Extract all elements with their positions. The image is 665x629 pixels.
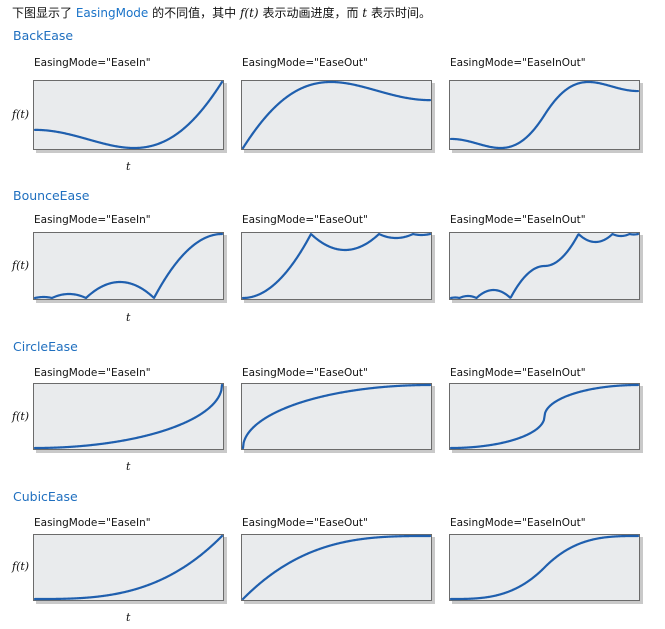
panel-label: EasingMode="EaseOut" bbox=[242, 367, 368, 379]
intro-t: t bbox=[362, 6, 368, 20]
easing-curve bbox=[449, 534, 640, 601]
intro-middle2: 表示动画进度，而 bbox=[262, 6, 359, 20]
panel-label: EasingMode="EaseIn" bbox=[34, 517, 151, 529]
easing-curve bbox=[241, 534, 432, 601]
easing-curve bbox=[449, 383, 640, 450]
easing-plot bbox=[449, 383, 643, 453]
easing-plot bbox=[449, 80, 643, 153]
panel-label: EasingMode="EaseIn" bbox=[34, 57, 151, 69]
intro-after: 表示时间。 bbox=[370, 6, 431, 20]
easing-curve bbox=[33, 534, 224, 601]
easing-curve bbox=[241, 232, 432, 300]
easing-curve bbox=[33, 80, 224, 150]
easing-curve bbox=[449, 80, 640, 150]
f-axis-label: f(t) bbox=[12, 560, 30, 573]
intro-text: 下图显示了 EasingMode 的不同值，其中 f(t) 表示动画进度，而 t… bbox=[12, 4, 431, 21]
intro-middle: 的不同值，其中 bbox=[152, 6, 237, 20]
section-title-circleease: CircleEase bbox=[13, 339, 78, 354]
easing-plot bbox=[33, 80, 227, 153]
f-axis-label: f(t) bbox=[12, 410, 30, 423]
panel-label: EasingMode="EaseIn" bbox=[34, 214, 151, 226]
easing-plot bbox=[241, 232, 435, 303]
easing-plot bbox=[33, 534, 227, 604]
f-axis-label: f(t) bbox=[12, 108, 30, 121]
panel-label: EasingMode="EaseOut" bbox=[242, 214, 368, 226]
easing-curve bbox=[241, 383, 432, 450]
easing-plot bbox=[33, 383, 227, 453]
easing-plot bbox=[33, 232, 227, 303]
plot-frame bbox=[241, 534, 432, 601]
t-axis-label: t bbox=[126, 160, 131, 173]
easing-plot bbox=[241, 534, 435, 604]
easing-curve bbox=[241, 80, 432, 150]
plot-frame bbox=[33, 80, 224, 150]
panel-label: EasingMode="EaseInOut" bbox=[450, 214, 586, 226]
intro-ft: f(t) bbox=[239, 6, 259, 20]
easing-plot bbox=[241, 383, 435, 453]
easing-plot bbox=[449, 534, 643, 604]
intro-before: 下图显示了 bbox=[12, 6, 73, 20]
t-axis-label: t bbox=[126, 460, 131, 473]
section-title-cubicease: CubicEase bbox=[13, 489, 78, 504]
panel-label: EasingMode="EaseInOut" bbox=[450, 517, 586, 529]
plot-frame bbox=[33, 534, 224, 601]
t-axis-label: t bbox=[126, 611, 131, 624]
plot-frame bbox=[33, 232, 224, 300]
t-axis-label: t bbox=[126, 311, 131, 324]
plot-frame bbox=[241, 80, 432, 150]
panel-label: EasingMode="EaseIn" bbox=[34, 367, 151, 379]
plot-frame bbox=[241, 232, 432, 300]
easingmode-link[interactable]: EasingMode bbox=[75, 6, 149, 20]
panel-label: EasingMode="EaseInOut" bbox=[450, 57, 586, 69]
easing-plot bbox=[241, 80, 435, 153]
easing-curve bbox=[449, 232, 640, 300]
panel-label: EasingMode="EaseOut" bbox=[242, 57, 368, 69]
easing-curve bbox=[33, 232, 224, 300]
section-title-backease: BackEase bbox=[13, 28, 74, 43]
section-title-bounceease: BounceEase bbox=[13, 188, 90, 203]
easing-plot bbox=[449, 232, 643, 303]
panel-label: EasingMode="EaseInOut" bbox=[450, 367, 586, 379]
easing-curve bbox=[33, 383, 224, 450]
f-axis-label: f(t) bbox=[12, 259, 30, 272]
panel-label: EasingMode="EaseOut" bbox=[242, 517, 368, 529]
